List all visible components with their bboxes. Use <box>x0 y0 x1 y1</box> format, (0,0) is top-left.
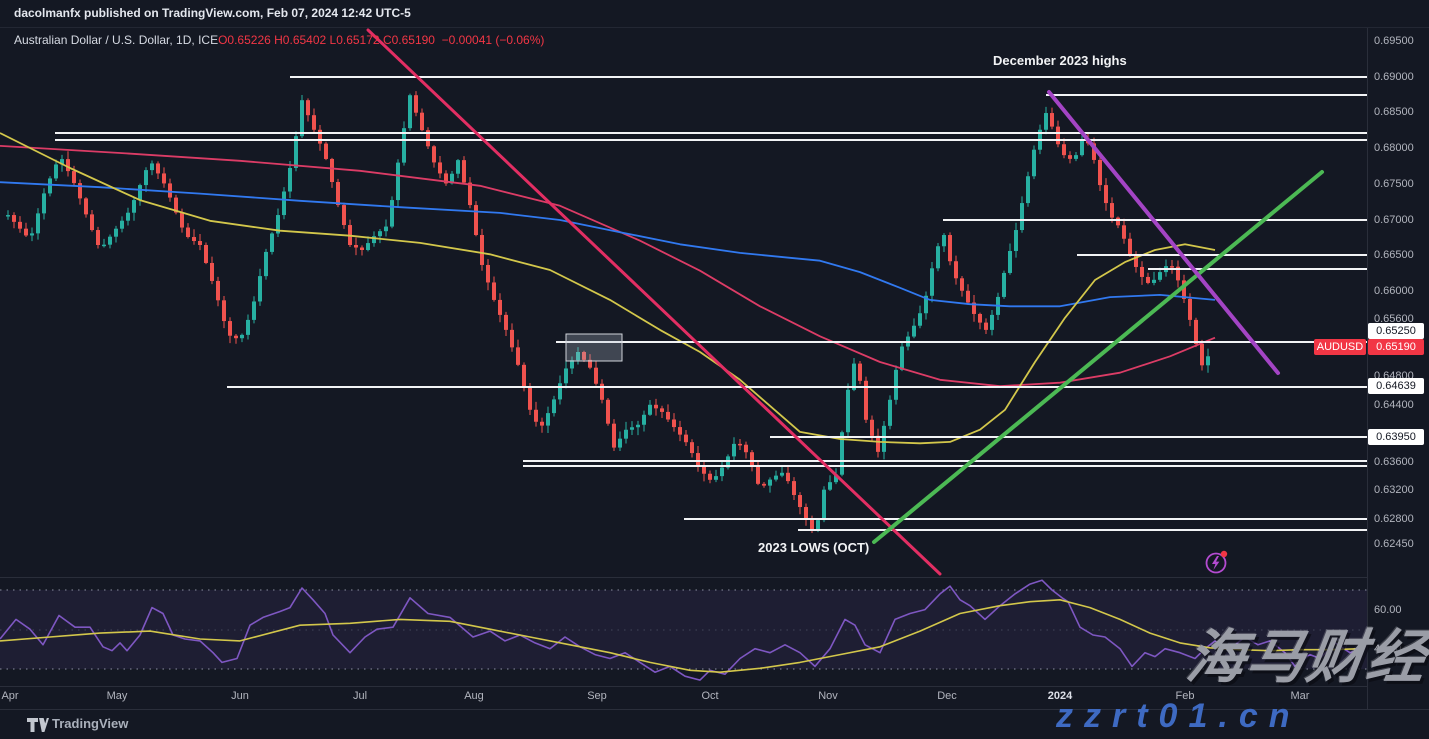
annotation-2023-lows-oct: 2023 LOWS (OCT) <box>758 540 870 555</box>
time-tick-jul: Jul <box>352 690 368 702</box>
time-tick-apr: Apr <box>1 690 19 702</box>
level-price-label: 0.65250 <box>1368 323 1424 339</box>
time-tick-may: May <box>106 690 128 702</box>
publish-info-bar: dacolmanfx published on TradingView.com,… <box>0 0 1429 27</box>
tradingview-wordmark[interactable]: TradingView <box>52 716 129 731</box>
price-tick-label: 0.62450 <box>1374 538 1414 550</box>
symbol-title: Australian Dollar / U.S. Dollar, 1D, ICE <box>14 33 219 47</box>
symbol-legend[interactable]: Australian Dollar / U.S. Dollar, 1D, ICE… <box>14 33 544 47</box>
time-tick-oct: Oct <box>701 690 719 702</box>
price-tick-label: 0.68500 <box>1374 106 1414 118</box>
level-price-label: 0.64639 <box>1368 378 1424 394</box>
ohlc-change: −0.00041 (−0.06%) <box>441 33 545 47</box>
time-tick-jun: Jun <box>231 690 249 702</box>
ohlc-close: C0.65190 <box>382 33 435 47</box>
ohlc-open: O0.65226 <box>218 33 271 47</box>
symbol-price-flag: AUDUSD <box>1314 339 1366 355</box>
time-tick-feb: Feb <box>1175 690 1195 702</box>
annotation-december-2023-highs: December 2023 highs <box>993 53 1127 68</box>
rsi-tick-label: 40.00 <box>1374 643 1402 655</box>
time-tick-nov: Nov <box>818 690 838 702</box>
time-tick-aug: Aug <box>464 690 484 702</box>
ohlc-high: H0.65402 <box>274 33 327 47</box>
publish-info-text: dacolmanfx published on TradingView.com,… <box>14 6 411 20</box>
price-tick-label: 0.65600 <box>1374 313 1414 325</box>
current-price-label: 0.65190 <box>1368 339 1424 355</box>
price-tick-label: 0.69000 <box>1374 71 1414 83</box>
price-tick-label: 0.66000 <box>1374 285 1414 297</box>
price-tick-label: 0.63200 <box>1374 484 1414 496</box>
price-tick-label: 0.69500 <box>1374 35 1414 47</box>
level-price-label: 0.63950 <box>1368 429 1424 445</box>
time-tick-dec: Dec <box>937 690 957 702</box>
price-tick-label: 0.66500 <box>1374 249 1414 261</box>
price-tick-label: 0.68000 <box>1374 142 1414 154</box>
time-tick-sep: Sep <box>587 690 607 702</box>
price-tick-label: 0.67500 <box>1374 178 1414 190</box>
ohlc-low: L0.65172 <box>329 33 380 47</box>
time-tick-2024: 2024 <box>1047 690 1073 702</box>
footer-bar: TradingView <box>0 710 1429 739</box>
watermark-chinese-text: 海马财经 <box>1182 625 1429 690</box>
rsi-tick-label: 60.00 <box>1374 604 1402 616</box>
price-tick-label: 0.63600 <box>1374 456 1414 468</box>
tradingview-logo-icon[interactable] <box>27 717 49 734</box>
price-tick-label: 0.64400 <box>1374 399 1414 411</box>
price-tick-label: 0.67000 <box>1374 214 1414 226</box>
price-tick-label: 0.62800 <box>1374 513 1414 525</box>
watermark-site-url: zzrt01.cn <box>1056 697 1301 735</box>
time-tick-mar: Mar <box>1290 690 1310 702</box>
